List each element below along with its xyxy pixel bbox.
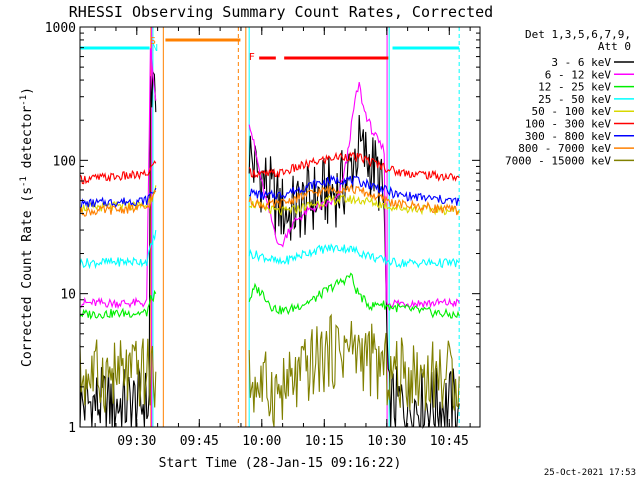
series-line (79, 189, 157, 217)
x-tick-label: 10:15 (305, 434, 344, 449)
x-tick-label: 09:30 (117, 434, 156, 449)
series-line (79, 338, 157, 413)
y-axis-label: Corrected Count Rate (s-1 detector-1) (19, 87, 35, 367)
x-tick-label: 10:30 (367, 434, 406, 449)
x-axis-label: Start Time (28-Jan-15 09:16:22) (159, 456, 402, 471)
y-tick-label: 1000 (45, 21, 76, 36)
legend-entry-label: 25 - 50 keV (538, 93, 611, 106)
series-line (248, 183, 460, 216)
chart-title: RHESSI Observing Summary Count Rates, Co… (69, 3, 493, 21)
y-tick-label: 1 (68, 421, 76, 436)
axis-ticks: 09:30 09:45 10:00 10:15 10:30 10:45 1 10 100 1000 (45, 21, 480, 449)
legend-title-detectors: Det 1,3,5,6,7,9, (525, 28, 631, 41)
legend-entry-label: 100 - 300 keV (525, 118, 611, 131)
series-line (79, 160, 157, 185)
series-line (79, 230, 157, 270)
footer-date: 25-Oct-2021 17:53 (544, 468, 636, 478)
plot-area: SN F (79, 27, 460, 429)
annotation-label: N (152, 43, 158, 54)
series-line (248, 151, 460, 182)
legend-entry-label: 50 - 100 keV (532, 105, 612, 118)
x-tick-label: 10:00 (242, 434, 281, 449)
annotation-label: F (249, 52, 255, 63)
legend-entry-label: 12 - 25 keV (538, 81, 611, 94)
x-tick-label: 09:45 (180, 434, 219, 449)
legend-entry-label: 800 - 7000 keV (518, 142, 611, 155)
y-tick-label: 10 (60, 288, 76, 303)
plot-frame (79, 26, 481, 428)
series-line (248, 243, 460, 269)
series-line (248, 174, 460, 206)
legend-title-attenuator: Att 0 (598, 40, 631, 53)
x-tick-label: 10:45 (430, 434, 469, 449)
series-line (79, 187, 157, 209)
series-line (248, 81, 460, 309)
legend-entry-label: 7000 - 15000 keV (505, 154, 611, 167)
y-tick-label: 100 (53, 154, 76, 169)
legend-entry-label: 3 - 6 keV (551, 56, 611, 69)
series-line (248, 272, 460, 319)
annotation-label: S (150, 36, 156, 47)
series-line (79, 289, 157, 320)
series-line (248, 313, 460, 428)
series-line (79, 70, 157, 428)
series-line (79, 48, 157, 310)
legend-entry-label: 300 - 800 keV (525, 130, 611, 143)
legend-entry-label: 6 - 12 keV (545, 68, 612, 81)
series-line (248, 114, 460, 429)
